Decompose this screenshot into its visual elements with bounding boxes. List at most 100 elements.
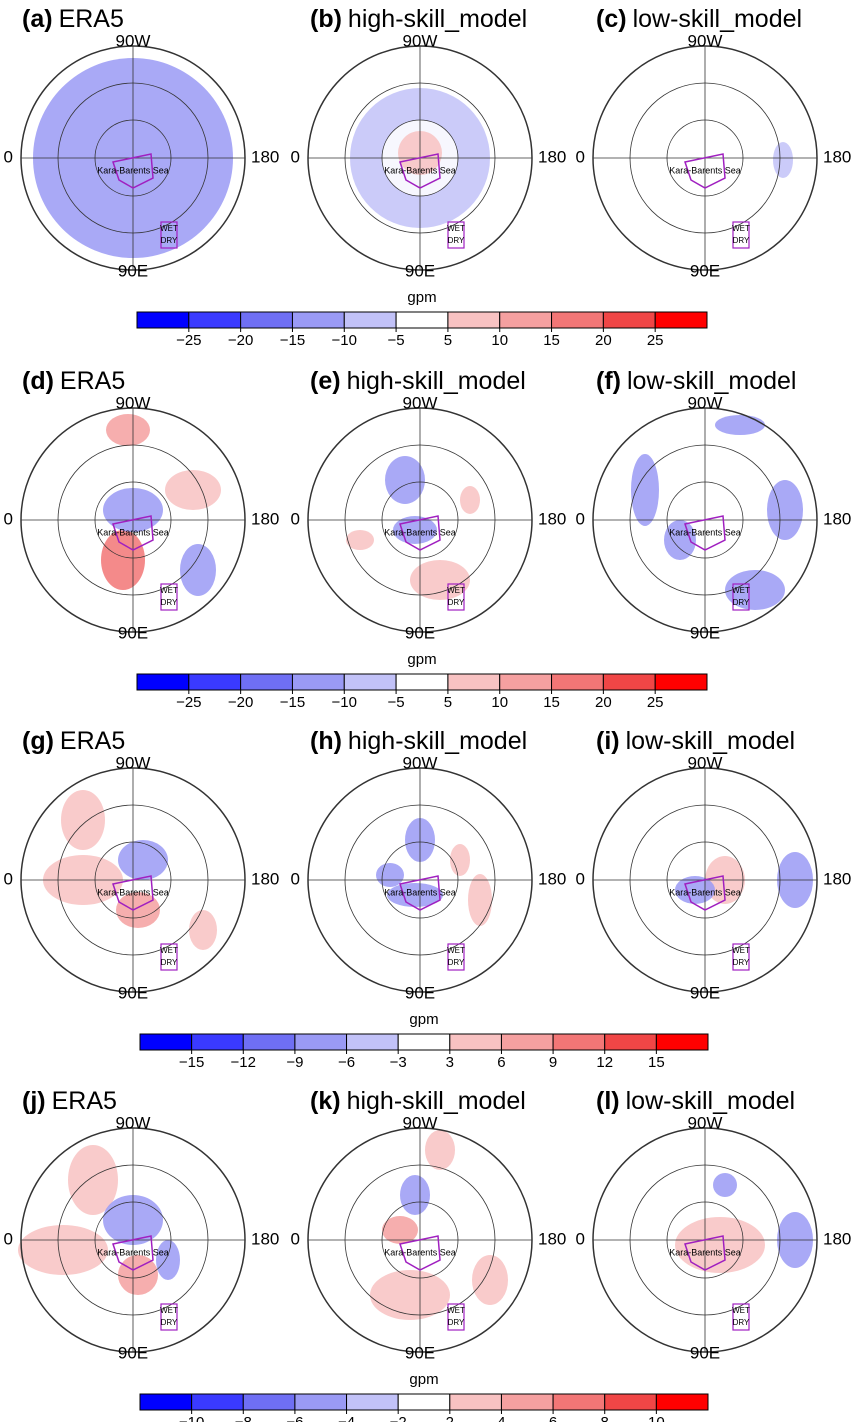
anomaly	[631, 454, 659, 526]
colorbar-box	[447, 673, 501, 691]
lon-label: 90W	[116, 393, 151, 412]
wet-label: WET	[160, 1306, 178, 1315]
colorbar-tick-label: 15	[543, 694, 560, 711]
anomaly	[767, 480, 803, 540]
anomaly	[425, 1130, 455, 1170]
region-box	[684, 875, 726, 911]
region-box	[399, 875, 441, 911]
colorbar-tick-label: 4	[497, 1414, 505, 1422]
colorbar-tick-label: 10	[491, 332, 508, 349]
lon-label: 0	[291, 147, 300, 166]
panel-title: (i) low-skill_model	[596, 727, 795, 755]
colorbar-box	[397, 1393, 451, 1411]
colorbar-tick-label: 12	[596, 1054, 613, 1071]
colorbar-box	[499, 673, 553, 691]
colorbar-box	[500, 1393, 554, 1411]
panel-title: (h) high-skill_model	[310, 727, 527, 755]
dry-label: DRY	[733, 598, 750, 607]
anomaly	[675, 1217, 765, 1273]
anomaly	[61, 790, 105, 850]
dry-label: DRY	[448, 958, 465, 967]
dry-label: DRY	[161, 1318, 178, 1327]
lon-label: 180	[823, 1229, 851, 1248]
wet-label: WET	[732, 586, 750, 595]
wet-label: WET	[732, 946, 750, 955]
anomaly	[118, 1255, 158, 1295]
dry-label: DRY	[448, 598, 465, 607]
colorbar-tick-label: −10	[179, 1414, 204, 1422]
panel-title: (g) ERA5	[22, 727, 125, 755]
lon-label: 90E	[118, 1343, 148, 1362]
anomaly	[156, 1240, 180, 1280]
colorbar-tick-label: −4	[338, 1414, 355, 1422]
lon-label: 180	[538, 869, 566, 888]
anomaly	[68, 1145, 118, 1215]
wet-dry-box	[160, 943, 178, 971]
region-label: Kara-Barents Sea	[669, 527, 741, 537]
colorbar-tick-label: −15	[280, 694, 305, 711]
colorbar-box	[294, 1033, 348, 1051]
colorbar-tick-label: −20	[228, 332, 253, 349]
lon-label: 90E	[405, 1343, 435, 1362]
colorbar-box	[240, 673, 293, 691]
dry-label: DRY	[448, 236, 465, 245]
colorbar-box	[397, 1033, 451, 1051]
lon-label: 90W	[116, 31, 151, 50]
panel-name: high-skill_model	[347, 367, 526, 395]
region-box	[112, 153, 154, 189]
colorbar-tick-label: −12	[231, 1054, 256, 1071]
lon-label: 90E	[690, 983, 720, 1002]
wet-dry-box	[447, 221, 465, 249]
wet-label: WET	[160, 946, 178, 955]
wet-dry-box	[732, 1303, 750, 1331]
colorbar-box	[240, 311, 293, 329]
colorbar-box	[449, 1393, 502, 1411]
colorbar-tick-label: 10	[491, 694, 508, 711]
lon-label: 90E	[405, 261, 435, 280]
panel-name: ERA5	[59, 5, 124, 33]
colorbar-tick-label: 2	[446, 1414, 454, 1422]
lon-label: 0	[4, 869, 13, 888]
colorbar-box	[604, 1393, 657, 1411]
lon-label: 90W	[403, 1113, 438, 1132]
colorbar-unit: gpm	[407, 651, 436, 668]
dry-label: DRY	[733, 236, 750, 245]
colorbar-box	[139, 1033, 193, 1051]
colorbar-unit: gpm	[407, 289, 436, 306]
colorbar-tick-label: 25	[647, 694, 664, 711]
anomaly	[400, 1175, 430, 1215]
lon-label: 180	[538, 147, 566, 166]
anomaly	[385, 456, 425, 504]
lon-label: 90E	[118, 623, 148, 642]
colorbar-box	[346, 1393, 399, 1411]
lon-label: 0	[4, 509, 13, 528]
region-label: Kara-Barents Sea	[97, 1247, 169, 1257]
colorbar-box	[191, 1033, 244, 1051]
lon-label: 90E	[405, 983, 435, 1002]
lon-label: 0	[291, 869, 300, 888]
colorbar-box	[604, 1033, 657, 1051]
panel-name: low-skill_model	[626, 727, 796, 755]
region-box	[684, 515, 726, 551]
panel-label: (k)	[310, 1087, 341, 1115]
panel-name: high-skill_model	[347, 1087, 526, 1115]
wet-dry-box	[447, 943, 465, 971]
lon-label: 90W	[688, 31, 723, 50]
anomaly	[460, 486, 480, 514]
anomaly	[664, 520, 696, 560]
lon-label: 90W	[403, 393, 438, 412]
panel-title: (l) low-skill_model	[596, 1087, 795, 1115]
lon-label: 90E	[118, 261, 148, 280]
region-label: Kara-Barents Sea	[384, 1247, 456, 1257]
colorbar-box	[500, 1033, 554, 1051]
lon-label: 180	[823, 509, 851, 528]
colorbar-box	[551, 673, 604, 691]
lon-label: 0	[576, 869, 585, 888]
lon-label: 90E	[690, 1343, 720, 1362]
colorbar-box	[654, 311, 708, 329]
panel-title: (d) ERA5	[22, 367, 125, 395]
colorbar-tick-label: −25	[176, 332, 201, 349]
panel-label: (l)	[596, 1087, 620, 1115]
region-label: Kara-Barents Sea	[669, 1247, 741, 1257]
anomaly	[713, 1173, 737, 1197]
